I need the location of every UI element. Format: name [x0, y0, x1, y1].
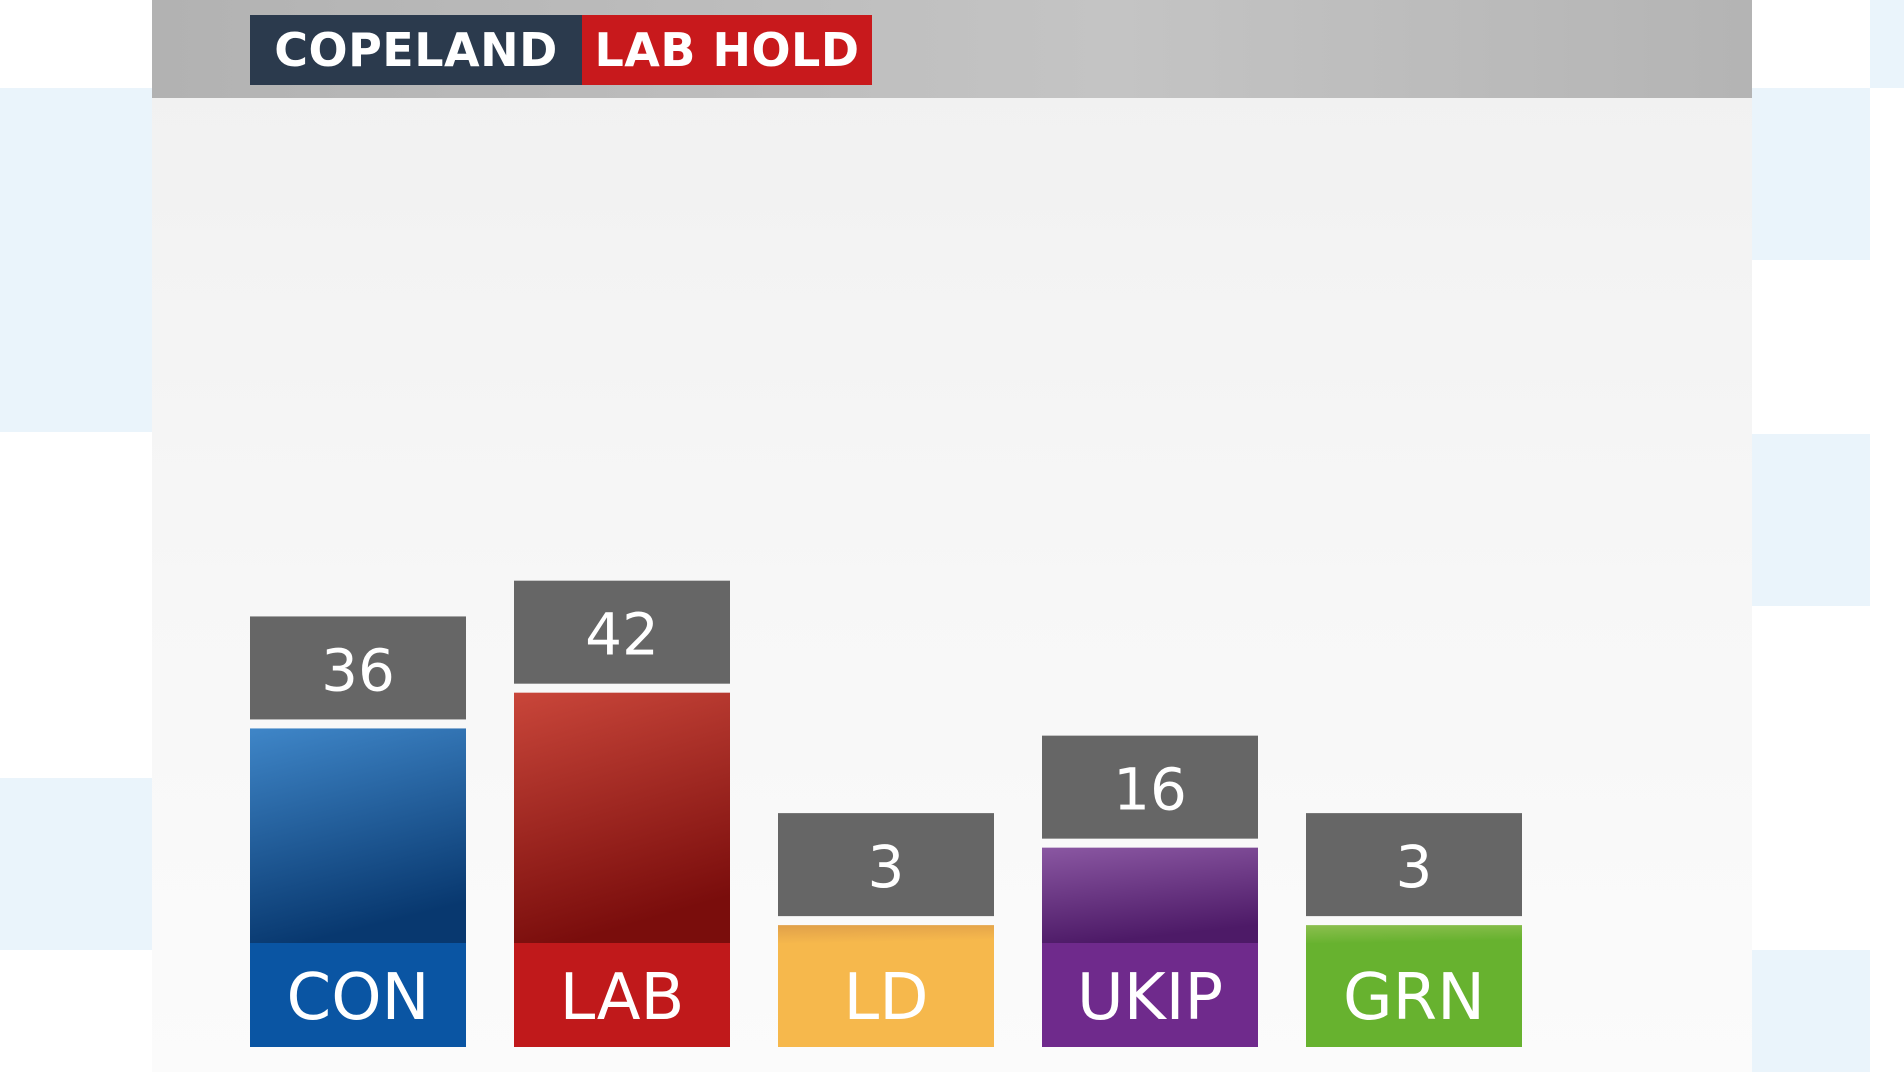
value-box-ld [778, 813, 994, 917]
bar-fill-grn [1306, 925, 1522, 943]
value-box-lab [514, 580, 730, 684]
constituency-title: COPELAND [250, 15, 582, 85]
bar-label-box-con [250, 943, 466, 1047]
bar-fill-ld [778, 925, 994, 943]
value-box-con [250, 616, 466, 720]
bar-label-box-lab [514, 943, 730, 1047]
background-tile [1752, 434, 1870, 606]
category-label-grn: GRN [1343, 961, 1485, 1035]
background-tile [1752, 950, 1870, 1072]
category-label-lab: LAB [560, 961, 685, 1035]
value-box-grn [1306, 813, 1522, 917]
category-label-con: CON [287, 961, 430, 1035]
bar-fill-ukip [1042, 847, 1258, 943]
data-label-ld: 3 [868, 833, 905, 901]
value-box-ukip [1042, 735, 1258, 839]
background-tile [0, 260, 152, 432]
data-label-con: 36 [321, 636, 395, 704]
bar-label-box-grn [1306, 943, 1522, 1047]
background-tile [1752, 88, 1870, 260]
result-badge: LAB HOLD [582, 15, 872, 85]
data-label-ukip: 16 [1113, 756, 1187, 824]
category-label-ukip: UKIP [1077, 961, 1223, 1035]
background-tile [1870, 0, 1904, 88]
data-label-lab: 42 [585, 601, 659, 669]
bars-group: CON 36 LAB 42 LD 3 UKIP 16 GRN 3 [250, 580, 1522, 1047]
bar-label-box-ukip [1042, 943, 1258, 1047]
category-label-ld: LD [844, 961, 929, 1035]
bar-fill-con [250, 728, 466, 943]
data-label-grn: 3 [1396, 833, 1433, 901]
background-tile [0, 88, 152, 260]
bar-fill-lab [514, 692, 730, 943]
background-tile [0, 778, 152, 950]
bar-label-box-ld [778, 943, 994, 1047]
